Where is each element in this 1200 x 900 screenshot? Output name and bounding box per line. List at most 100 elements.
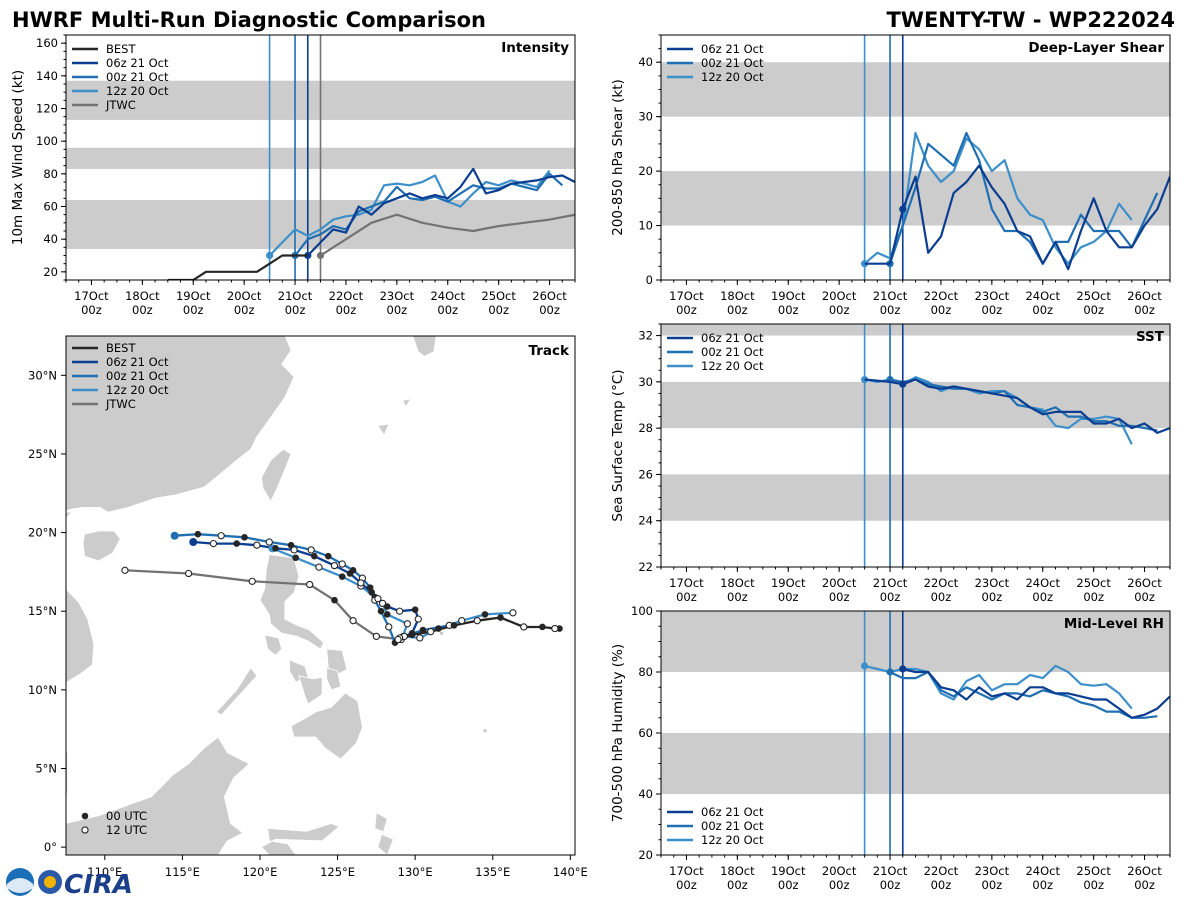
land-palawan	[215, 667, 258, 716]
y-axis-label: 200-850 hPa Shear (kt)	[610, 79, 626, 236]
series-start-point	[899, 205, 907, 213]
threshold-band	[661, 62, 1170, 117]
legend-label: 12z 20 Oct	[701, 833, 764, 847]
y-tick-label: 30	[638, 110, 653, 124]
fix-00utc-marker	[368, 589, 376, 596]
fix-12utc-marker	[253, 541, 261, 549]
track-line	[124, 569, 402, 641]
rh-panel: 2040608010017Oct00z18Oct00z19Oct00z20Oct…	[610, 604, 1171, 892]
track-panel: 110°E 115°E 120°E 125°E 130°E 135°E 140°E 0° 5°N…	[28, 335, 588, 879]
x-tick-label: 19Oct	[771, 289, 806, 303]
y-tick-label: 32	[638, 329, 653, 343]
cira-globe-core-icon	[44, 876, 56, 888]
y-tick-label: 30	[638, 375, 653, 389]
x-tick-label: 21Oct	[278, 289, 313, 303]
x-tick-hour-label: 00z	[285, 303, 306, 317]
fix-12utc-marker	[520, 623, 528, 631]
x-tick-label: 26Oct	[532, 289, 567, 303]
x-tick-hour-label: 00z	[1032, 590, 1053, 604]
fix-12utc-marker	[265, 538, 273, 546]
x-tick-label: 24Oct	[1025, 864, 1060, 878]
series-line	[889, 378, 1158, 432]
x-tick-hour-label: 00z	[1134, 878, 1155, 892]
y-tick-label: 160	[36, 36, 58, 50]
x-tick-label: 17Oct	[669, 576, 704, 590]
x-tick-hour-label: 00z	[676, 878, 697, 892]
x-tick-label: 24Oct	[430, 289, 465, 303]
fix-12utc-marker	[184, 569, 193, 578]
storm-id: TWENTY-TW - WP222024	[886, 8, 1175, 32]
fix-12utc-marker	[330, 561, 339, 570]
fix-12utc-marker	[372, 632, 381, 641]
series-line	[864, 164, 1170, 271]
legend-label: 06z 21 Oct	[701, 42, 764, 56]
series-line	[167, 254, 308, 280]
figure-title: HWRF Multi-Run Diagnostic Comparison	[12, 8, 486, 32]
legend-label: JTWC	[105, 98, 136, 112]
legend-00utc-marker	[81, 812, 89, 820]
series-line	[863, 131, 1133, 265]
x-tick-hour-label: 00z	[1083, 303, 1104, 317]
track-line	[397, 616, 560, 641]
x-tick-label: 25Oct	[1076, 576, 1111, 590]
panel-title: Intensity	[501, 40, 569, 56]
x-tick-hour-label: 00z	[982, 303, 1003, 317]
lon-tick-label: 110°E	[87, 865, 122, 879]
legend-label: 12z 20 Oct	[701, 70, 764, 84]
marker-legend-label: 12 UTC	[106, 823, 147, 837]
y-axis-label: Sea Surface Temp (°C)	[610, 369, 626, 521]
x-tick-hour-label: 00z	[1134, 303, 1155, 317]
x-tick-label: 24Oct	[1025, 576, 1060, 590]
fix-00utc-marker	[383, 611, 391, 618]
x-tick-hour-label: 00z	[1032, 878, 1053, 892]
track-line	[271, 547, 513, 640]
x-tick-label: 18Oct	[720, 576, 755, 590]
legend-label: 12z 20 Oct	[106, 383, 169, 397]
fix-00utc-marker	[497, 614, 504, 621]
land-ryukyu-1	[377, 423, 390, 436]
y-tick-label: 60	[638, 726, 653, 740]
x-tick-hour-label: 00z	[1032, 303, 1053, 317]
panel-title: Track	[529, 343, 570, 359]
lat-tick-label: 20°N	[28, 526, 57, 540]
track-line	[193, 540, 420, 640]
x-tick-hour-label: 00z	[488, 303, 509, 317]
cira-logo: CIRA	[6, 868, 133, 900]
x-tick-label: 17Oct	[669, 289, 704, 303]
legend-label: 06z 21 Oct	[701, 331, 764, 345]
land-hainan	[82, 530, 121, 562]
fix-00utc-marker	[419, 626, 427, 634]
y-tick-label: 100	[36, 134, 58, 148]
series-start-point	[899, 665, 907, 673]
series-start-point	[266, 251, 274, 260]
y-tick-label: 40	[638, 55, 653, 69]
marker-legend-label: 00 UTC	[106, 809, 147, 823]
fix-00utc-marker	[233, 540, 241, 547]
legend-label: 06z 21 Oct	[701, 805, 764, 819]
map-frame	[65, 335, 576, 856]
track-start-point	[189, 538, 198, 547]
x-tick-label: 21Oct	[873, 576, 908, 590]
series-line	[319, 213, 575, 257]
series-line	[864, 664, 1133, 710]
lon-tick-label: 125°E	[320, 865, 355, 879]
legend-label: BEST	[106, 341, 136, 355]
fix-12utc-marker	[374, 594, 382, 603]
x-tick-hour-label: 00z	[1083, 590, 1104, 604]
fix-12utc-marker	[338, 560, 346, 568]
land-mindoro	[264, 634, 283, 656]
threshold-band	[661, 474, 1170, 521]
y-tick-label: 20	[638, 848, 653, 862]
fix-12utc-marker	[551, 624, 559, 633]
x-tick-hour-label: 00z	[880, 878, 901, 892]
legend-label: 00z 21 Oct	[701, 56, 764, 70]
y-axis-label: 700-500 hPa Humidity (%)	[610, 644, 626, 822]
land-ryukyu-2	[402, 398, 412, 408]
legend-label: 06z 21 Oct	[106, 56, 169, 70]
legend-label: JTWC	[105, 397, 136, 411]
fix-12utc-marker	[217, 532, 225, 540]
x-tick-hour-label: 00z	[931, 878, 952, 892]
y-tick-label: 24	[638, 514, 653, 528]
x-tick-label: 23Oct	[975, 289, 1010, 303]
x-tick-label: 18Oct	[125, 289, 160, 303]
